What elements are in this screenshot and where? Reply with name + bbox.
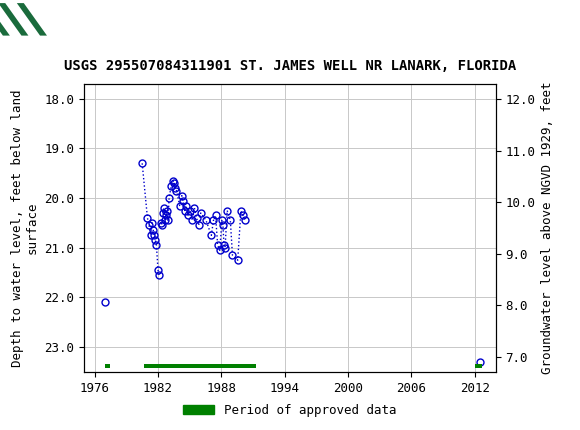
Polygon shape <box>8 3 38 36</box>
Polygon shape <box>0 3 28 36</box>
Polygon shape <box>0 3 19 36</box>
Polygon shape <box>26 3 56 36</box>
Bar <box>144 364 256 368</box>
Text: USGS 295507084311901 ST. JAMES WELL NR LANARK, FLORIDA: USGS 295507084311901 ST. JAMES WELL NR L… <box>64 59 516 73</box>
Y-axis label: Depth to water level, feet below land
surface: Depth to water level, feet below land su… <box>11 89 39 367</box>
Y-axis label: Groundwater level above NGVD 1929, feet: Groundwater level above NGVD 1929, feet <box>541 82 554 374</box>
Text: USGS: USGS <box>67 10 122 28</box>
Bar <box>475 364 482 368</box>
Bar <box>105 364 111 368</box>
Bar <box>3 3 58 36</box>
Polygon shape <box>17 3 47 36</box>
Legend: Period of approved data: Period of approved data <box>178 399 402 421</box>
Polygon shape <box>0 3 10 36</box>
